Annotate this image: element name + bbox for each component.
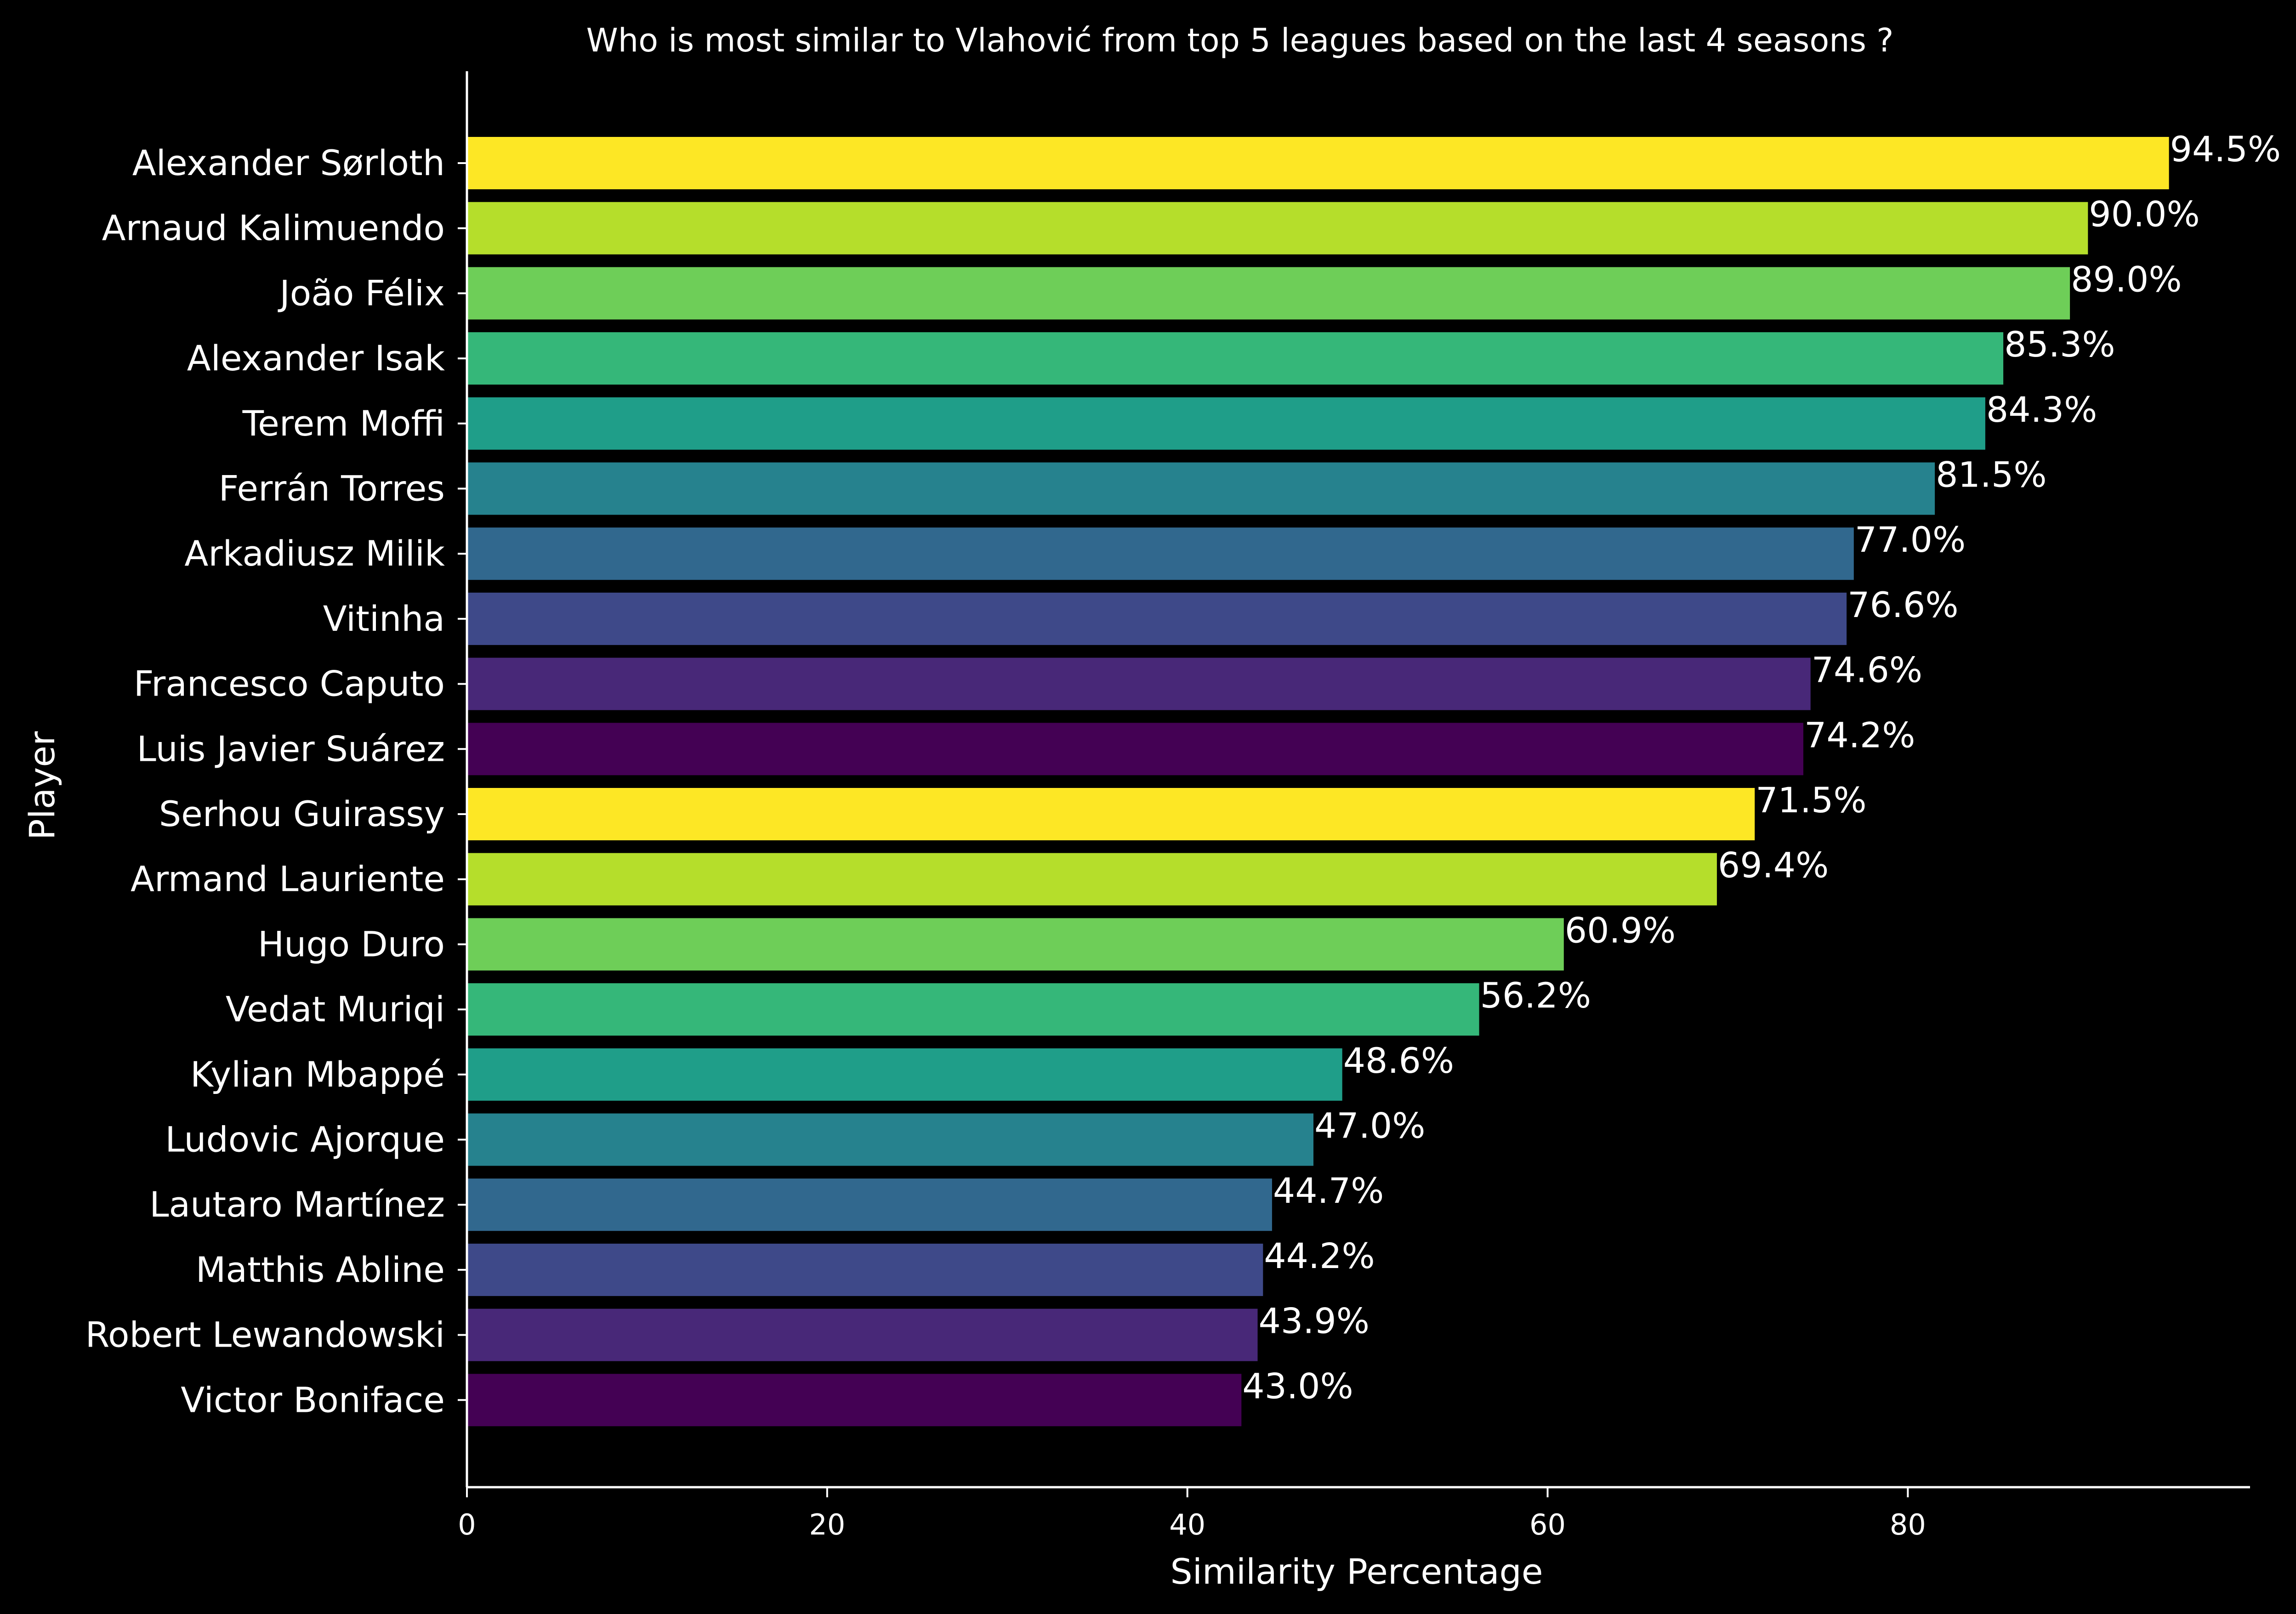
bar <box>467 1178 1272 1231</box>
value-label: 77.0% <box>1855 519 1966 560</box>
category-label: Ludovic Ajorque <box>165 1119 445 1160</box>
x-tick-label: 80 <box>1890 1508 1926 1541</box>
value-label: 94.5% <box>2170 129 2281 170</box>
bar <box>467 1113 1313 1166</box>
value-label: 85.3% <box>2004 324 2115 365</box>
value-label: 81.5% <box>1936 454 2046 495</box>
bar <box>467 723 1803 776</box>
value-label: 56.2% <box>1480 975 1591 1016</box>
category-label: Terem Moffi <box>242 403 445 444</box>
category-label: Robert Lewandowski <box>85 1314 445 1355</box>
value-label: 60.9% <box>1565 910 1676 951</box>
chart-title: Who is most similar to Vlahović from top… <box>586 22 1894 59</box>
bar <box>467 527 1854 580</box>
value-label: 90.0% <box>2089 194 2199 235</box>
category-label: Lautaro Martínez <box>149 1184 445 1225</box>
category-label: Armand Lauriente <box>131 859 445 900</box>
bar <box>467 592 1847 645</box>
bar <box>467 853 1717 906</box>
category-label: Vedat Muriqi <box>226 989 445 1030</box>
bar <box>467 202 2088 255</box>
value-label: 44.2% <box>1264 1235 1375 1276</box>
category-label: Kylian Mbappé <box>190 1054 445 1095</box>
value-label: 69.4% <box>1718 845 1829 886</box>
x-tick-label: 20 <box>809 1508 845 1541</box>
category-labels-group: Alexander Sørloth Arnaud Kalimuendo João F… <box>85 142 467 1420</box>
x-tick-label: 60 <box>1529 1508 1566 1541</box>
value-label: 84.3% <box>1986 389 2097 430</box>
value-label: 71.5% <box>1756 780 1866 821</box>
category-label: Arnaud Kalimuendo <box>102 208 445 249</box>
bar <box>467 983 1479 1036</box>
bars-group <box>467 137 2169 1427</box>
bar <box>467 1308 1258 1361</box>
bar <box>467 332 2004 385</box>
x-tick-label: 0 <box>458 1508 476 1541</box>
value-label: 74.2% <box>1804 714 1915 755</box>
value-label: 48.6% <box>1343 1040 1454 1081</box>
category-label: Arkadiusz Milik <box>184 533 445 574</box>
bar <box>467 267 2070 320</box>
category-label: Alexander Isak <box>187 338 445 379</box>
category-label: Francesco Caputo <box>134 663 445 704</box>
category-label: Victor Boniface <box>181 1379 445 1420</box>
x-ticks-group: 0 20 40 60 80 <box>458 1487 1926 1541</box>
x-tick-label: 40 <box>1169 1508 1205 1541</box>
category-label: Vitinha <box>323 598 445 639</box>
category-label: Serhou Guirassy <box>159 793 445 834</box>
bar <box>467 1374 1242 1427</box>
value-label: 43.9% <box>1259 1301 1370 1342</box>
bar <box>467 657 1811 710</box>
bar <box>467 788 1755 840</box>
category-label: João Félix <box>278 272 445 313</box>
category-label: Ferrán Torres <box>219 468 445 509</box>
value-labels-group: 94.5% 90.0% 89.0% 85.3% 84.3% 81.5% 77.0% 76.6%… <box>1242 129 2281 1406</box>
y-axis-title: Player <box>22 731 63 840</box>
bar <box>467 137 2169 189</box>
value-label: 76.6% <box>1847 584 1958 625</box>
value-label: 74.6% <box>1812 650 1922 691</box>
category-label: Hugo Duro <box>258 923 445 964</box>
bar <box>467 397 1985 450</box>
value-label: 44.7% <box>1273 1170 1384 1211</box>
category-label: Matthis Abline <box>196 1249 445 1290</box>
bar <box>467 1048 1342 1101</box>
category-label: Alexander Sørloth <box>132 142 445 183</box>
x-axis-title: Similarity Percentage <box>1170 1551 1543 1592</box>
bar <box>467 462 1935 515</box>
bar <box>467 1243 1263 1296</box>
value-label: 47.0% <box>1314 1105 1425 1146</box>
category-label: Luis Javier Suárez <box>137 728 445 769</box>
bar <box>467 918 1564 971</box>
value-label: 89.0% <box>2071 259 2182 300</box>
value-label: 43.0% <box>1242 1365 1353 1406</box>
